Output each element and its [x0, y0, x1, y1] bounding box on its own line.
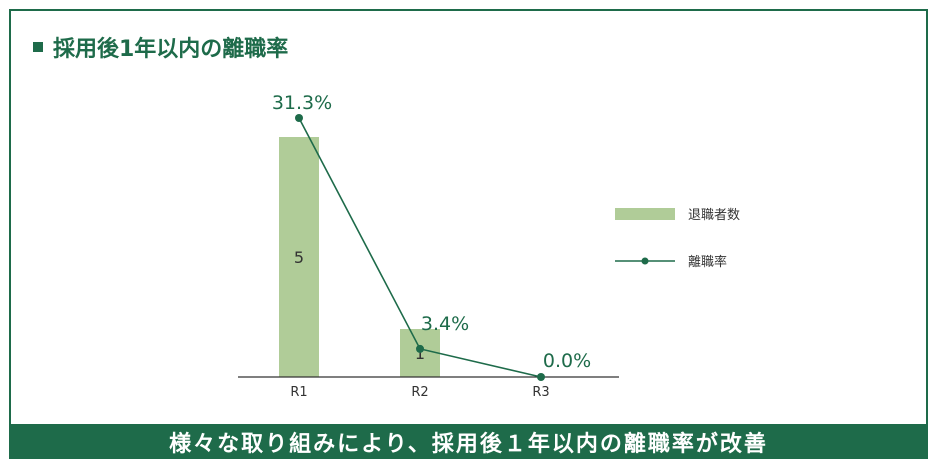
bar-R2: [400, 329, 440, 377]
bar-label-R2: 1: [415, 344, 425, 363]
legend-line-label: 離職率: [688, 254, 727, 270]
summary-banner: 様々な取り組みにより、採用後１年以内の離職率が改善: [9, 424, 928, 459]
legend-line-marker: [641, 257, 649, 265]
title-square-icon: [33, 42, 43, 52]
chart-title: 採用後1年以内の離職率: [33, 31, 288, 63]
x-tick-R3: R3: [532, 385, 549, 400]
rate-label-R1: 31.3%: [272, 92, 332, 114]
bar-R1: [279, 137, 319, 377]
rate-point-R2: [416, 344, 424, 353]
rate-label-R3: 0.0%: [543, 350, 591, 372]
legend-bar-label: 退職者数: [688, 208, 740, 223]
banner-text: 様々な取り組みにより、採用後１年以内の離職率が改善: [169, 431, 768, 457]
x-tick-R2: R2: [411, 385, 428, 400]
rate-label-R2: 3.4%: [421, 313, 469, 335]
rate-point-R1: [295, 114, 303, 122]
x-tick-R1: R1: [290, 385, 307, 400]
bar-label-R1: 5: [294, 248, 304, 267]
legend-bar-swatch: [615, 208, 675, 220]
title-text: 採用後1年以内の離職率: [53, 37, 289, 62]
rate-point-R3: [537, 373, 545, 381]
chart-frame: [9, 9, 928, 459]
